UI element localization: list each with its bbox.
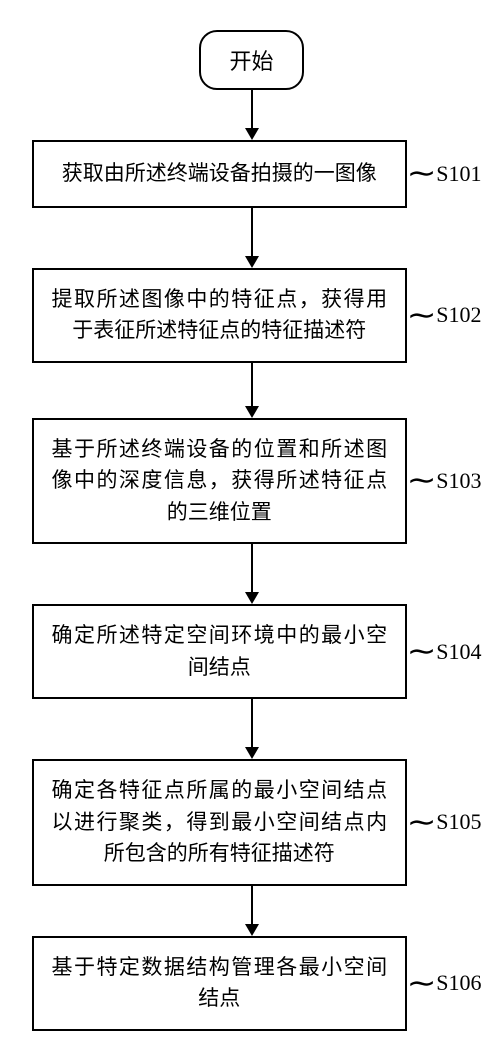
tilde-icon: ∼ bbox=[407, 805, 437, 840]
arrow-svg bbox=[242, 544, 262, 604]
step-text: 获取由所述终端设备拍摄的一图像 bbox=[62, 161, 377, 185]
tilde-icon: ∼ bbox=[407, 634, 437, 669]
step-label-s105: ∼S105 bbox=[409, 805, 481, 840]
arrow-3 bbox=[52, 544, 452, 604]
tilde-icon: ∼ bbox=[407, 156, 437, 191]
step-label-s103: ∼S103 bbox=[409, 463, 481, 498]
step-row-6: 基于特定数据结构管理各最小空间结点 ∼S106 bbox=[22, 936, 482, 1031]
step-box-s106: 基于特定数据结构管理各最小空间结点 bbox=[32, 936, 408, 1031]
step-id: S102 bbox=[436, 302, 481, 328]
step-box-s104: 确定所述特定空间环境中的最小空间结点 bbox=[32, 604, 408, 699]
arrow-0 bbox=[52, 90, 452, 140]
arrow-2 bbox=[52, 363, 452, 418]
step-text: 基于特定数据结构管理各最小空间结点 bbox=[52, 955, 388, 1011]
step-box-s105: 确定各特征点所属的最小空间结点以进行聚类，得到最小空间结点内所包含的所有特征描述… bbox=[32, 759, 408, 886]
step-id: S106 bbox=[436, 970, 481, 996]
arrow-svg bbox=[242, 90, 262, 140]
step-id: S104 bbox=[436, 639, 481, 665]
arrow-4 bbox=[52, 699, 452, 759]
start-node: 开始 bbox=[199, 30, 303, 90]
arrow-1 bbox=[52, 208, 452, 268]
step-row-1: 获取由所述终端设备拍摄的一图像 ∼S101 bbox=[22, 140, 482, 208]
step-id: S103 bbox=[436, 468, 481, 494]
step-row-5: 确定各特征点所属的最小空间结点以进行聚类，得到最小空间结点内所包含的所有特征描述… bbox=[22, 759, 482, 886]
step-label-s106: ∼S106 bbox=[409, 966, 481, 1001]
step-text: 确定各特征点所属的最小空间结点以进行聚类，得到最小空间结点内所包含的所有特征描述… bbox=[52, 778, 388, 865]
arrow-svg bbox=[242, 699, 262, 759]
arrow-5 bbox=[52, 886, 452, 936]
step-label-s102: ∼S102 bbox=[409, 298, 481, 333]
tilde-icon: ∼ bbox=[407, 298, 437, 333]
step-label-s104: ∼S104 bbox=[409, 634, 481, 669]
step-label-s101: ∼S101 bbox=[409, 156, 481, 191]
step-text: 确定所述特定空间环境中的最小空间结点 bbox=[52, 623, 388, 679]
tilde-icon: ∼ bbox=[407, 463, 437, 498]
arrow-svg bbox=[242, 363, 262, 418]
step-id: S105 bbox=[436, 809, 481, 835]
step-id: S101 bbox=[436, 161, 481, 187]
step-row-2: 提取所述图像中的特征点，获得用于表征所述特征点的特征描述符 ∼S102 bbox=[22, 268, 482, 363]
step-text: 提取所述图像中的特征点，获得用于表征所述特征点的特征描述符 bbox=[52, 287, 388, 343]
step-box-s102: 提取所述图像中的特征点，获得用于表征所述特征点的特征描述符 bbox=[32, 268, 408, 363]
step-box-s101: 获取由所述终端设备拍摄的一图像 bbox=[32, 140, 408, 208]
step-text: 基于所述终端设备的位置和所述图像中的深度信息，获得所述特征点的三维位置 bbox=[52, 437, 388, 524]
arrow-svg bbox=[242, 886, 262, 936]
arrow-svg bbox=[242, 208, 262, 268]
step-box-s103: 基于所述终端设备的位置和所述图像中的深度信息，获得所述特征点的三维位置 bbox=[32, 418, 408, 545]
tilde-icon: ∼ bbox=[407, 966, 437, 1001]
start-label: 开始 bbox=[229, 49, 273, 74]
step-row-4: 确定所述特定空间环境中的最小空间结点 ∼S104 bbox=[22, 604, 482, 699]
flowchart-container: 开始 获取由所述终端设备拍摄的一图像 ∼S101 提取所述图像中的特征点，获得用… bbox=[22, 30, 482, 1031]
step-row-3: 基于所述终端设备的位置和所述图像中的深度信息，获得所述特征点的三维位置 ∼S10… bbox=[22, 418, 482, 545]
